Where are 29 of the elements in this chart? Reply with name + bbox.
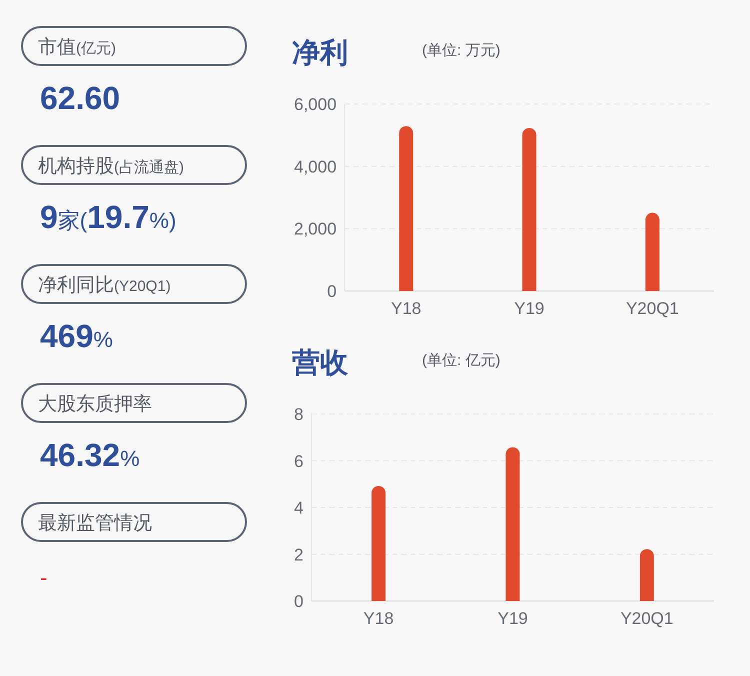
y-tick-label: 0 <box>327 282 337 301</box>
text: 46.32% <box>40 437 140 473</box>
text: 机构持股(占流通盘) <box>38 156 184 177</box>
chart-subtitle: (单位: 万元) <box>422 42 500 59</box>
chart-title: 净利 <box>292 37 348 68</box>
x-tick-label: Y18 <box>390 299 422 318</box>
text: 最新监管情况 <box>38 512 152 534</box>
y-tick-label: 8 <box>294 405 304 424</box>
y-tick-label: 2,000 <box>294 220 337 239</box>
y-tick-label: 4,000 <box>294 157 337 176</box>
y-tick-label: 6,000 <box>294 95 337 114</box>
chart-title: 营收 <box>291 347 349 378</box>
x-tick-label: Y19 <box>498 609 528 628</box>
text: 62.60 <box>40 80 120 116</box>
y-tick-label: 4 <box>294 498 304 518</box>
text: 大股东质押率 <box>38 393 152 415</box>
x-tick-label: Y20Q1 <box>626 299 679 318</box>
y-tick-label: 0 <box>294 592 304 611</box>
y-tick-label: 6 <box>294 452 304 471</box>
text: 净利同比(Y20Q1) <box>38 275 171 296</box>
text: 市值(亿元) <box>38 36 116 58</box>
x-tick-label: Y20Q1 <box>620 609 674 628</box>
x-tick-label: Y19 <box>514 299 544 318</box>
y-tick-label: 2 <box>294 545 304 564</box>
text: 9家(19.7%) <box>40 199 176 235</box>
chart-subtitle: (单位: 亿元) <box>422 352 500 369</box>
x-tick-label: Y18 <box>363 609 394 628</box>
text: - <box>40 565 48 590</box>
text: 469% <box>40 318 113 354</box>
